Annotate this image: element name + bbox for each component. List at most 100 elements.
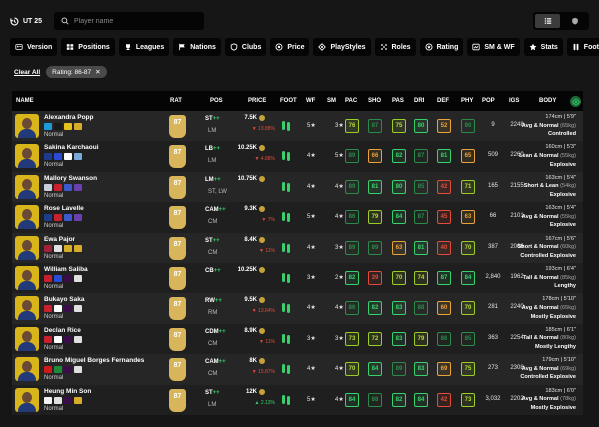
list-view-button[interactable] — [535, 14, 560, 28]
position-label: LB — [205, 146, 213, 153]
col-weak-foot[interactable]: WF — [306, 98, 316, 104]
col-rating[interactable]: RAT — [170, 98, 182, 104]
filter-playstyles[interactable]: PlayStyles — [313, 38, 371, 56]
position-label: LM — [205, 176, 214, 183]
coin-icon — [259, 206, 265, 213]
col-passing[interactable]: PAS — [392, 98, 404, 104]
rating-filter-pill[interactable]: Rating: 86-87 ✕ — [46, 66, 107, 78]
player-search[interactable] — [54, 12, 204, 30]
in-game-stats: 1962 — [510, 273, 524, 280]
col-skill-moves[interactable]: SM — [327, 98, 336, 104]
visibility-toggle[interactable] — [570, 96, 581, 107]
filter-stats[interactable]: Stats — [523, 38, 563, 56]
filter-version[interactable]: Version — [10, 38, 58, 56]
filter-nations[interactable]: Nations — [173, 38, 221, 56]
col-body[interactable]: BODY — [539, 98, 557, 104]
filter-sm-wf[interactable]: SM & WF — [467, 38, 520, 56]
col-price[interactable]: PRICE — [248, 98, 267, 104]
stat-sho: 88 — [368, 392, 382, 407]
club-badge-icon — [74, 335, 82, 343]
col-name[interactable]: NAME — [16, 98, 34, 104]
player-name[interactable]: Sakina Karchaoui — [44, 144, 99, 152]
height: 167cm | 5'6" — [545, 235, 576, 242]
player-search-input[interactable] — [74, 17, 194, 25]
filter-positions[interactable]: Positions — [61, 38, 115, 56]
table-row[interactable]: Heung Min Son Normal 87 ST++ LM 12K ▲ 2.13% 5★ 4… — [12, 384, 583, 415]
remove-filter-icon[interactable]: ✕ — [95, 69, 101, 76]
rating-card: 87 — [169, 266, 186, 290]
col-position[interactable]: POS — [210, 98, 223, 104]
position-label: ST — [205, 237, 213, 244]
club-badge-icon — [74, 153, 82, 161]
table-row[interactable]: Alexandra Popp Normal 87 ST++ LM 7.5K ▼ 13.88%… — [12, 111, 583, 142]
table-row[interactable]: Declan Rice Normal 87 CDM++ CM 8.9K ▼ 11% 3★ 3★ 7… — [12, 323, 583, 355]
filter-foot[interactable]: Foot — [566, 38, 599, 56]
player-name[interactable]: Ewa Pajor — [44, 235, 76, 243]
table-row[interactable]: Bruno Miguel Borges Fernandes Normal 87 CAM… — [12, 354, 583, 385]
player-avatar — [15, 265, 39, 290]
foot-icon — [282, 242, 291, 253]
popularity: 66 — [489, 213, 497, 220]
roles-icon — [380, 44, 387, 50]
filter-clubs[interactable]: Clubs — [224, 38, 267, 56]
filter-leagues[interactable]: Leagues — [118, 38, 170, 56]
col-popularity[interactable]: POP — [482, 98, 495, 104]
stat-phy: 71 — [461, 179, 475, 194]
col-igs[interactable]: IGS — [509, 98, 520, 104]
filter-roles[interactable]: Roles — [374, 38, 416, 56]
filter-bar: Version Positions Leagues Nations Clubs … — [10, 38, 599, 56]
table-row[interactable]: Ewa Pajor Normal 87 ST++ CM 8.4K ▼ 11% 4★ 3★ 89 89… — [12, 232, 583, 263]
player-name[interactable]: Bukayo Saka — [44, 296, 85, 304]
col-dribbling[interactable]: DRI — [414, 98, 425, 104]
club-badge-icon — [64, 366, 72, 374]
price: 10.25K — [238, 145, 265, 152]
filter-rating[interactable]: Rating — [419, 38, 464, 56]
player-name[interactable]: Rose Lavelle — [44, 205, 84, 213]
rating-value: 87 — [173, 362, 182, 370]
col-pace[interactable]: PAC — [345, 98, 358, 104]
body-info: 167cm | 5'6" Short & Normal (60kg) Control… — [518, 235, 576, 261]
stat-def: 81 — [437, 149, 451, 164]
position-plus: ++ — [212, 389, 220, 396]
nation-flag-icon — [54, 183, 62, 191]
weak-foot: 4★ — [307, 153, 316, 160]
col-foot[interactable]: FOOT — [280, 98, 297, 104]
top-bar: UT 25 — [10, 11, 589, 31]
position-label: RW — [205, 298, 215, 305]
player-name[interactable]: Bruno Miguel Borges Fernandes — [44, 357, 145, 365]
col-defending[interactable]: DEF — [437, 98, 449, 104]
table-row[interactable]: Bukayo Saka Normal 87 RW++ RM 9.5K ▼ 13.64% 4★ 4… — [12, 293, 583, 324]
table-row[interactable]: Rose Lavelle Normal 87 CAM++ CM 9.3K ▼ 7% 5★ 4★ 8… — [12, 202, 583, 233]
player-name[interactable]: Mallory Swanson — [44, 174, 98, 182]
table-row[interactable]: Sakina Karchaoui Normal 87 LB++ LM 10.25K ▼ 4.… — [12, 141, 583, 172]
price-value: 10.25K — [237, 266, 257, 273]
player-name[interactable]: William Saliba — [44, 265, 88, 273]
rating-value: 87 — [173, 119, 182, 126]
col-shooting[interactable]: SHO — [368, 98, 382, 104]
game-version-button[interactable]: UT 25 — [10, 13, 42, 29]
table-row[interactable]: Mallory Swanson Normal 87 LM++ ST, LW 10.75K 4… — [12, 171, 583, 203]
rating-card: 87 — [169, 358, 186, 382]
col-physical[interactable]: PHY — [461, 98, 474, 104]
clear-all-link[interactable]: Clear All — [14, 68, 41, 76]
player-avatar — [15, 144, 39, 169]
filter-price[interactable]: Price — [270, 38, 310, 56]
popularity: 165 — [487, 182, 498, 189]
position-plus: ++ — [213, 176, 221, 183]
table-row[interactable]: William Saliba Normal 87 CB++ 10.25K 3★ 2★ 82 39… — [12, 262, 583, 294]
alt-positions: CM — [208, 249, 218, 256]
nation-flag-icon — [54, 244, 62, 252]
skill-moves: 5★ — [335, 153, 344, 160]
stat-sho: 84 — [368, 362, 382, 377]
player-name[interactable]: Alexandra Popp — [44, 114, 94, 121]
player-name[interactable]: Declan Rice — [44, 326, 81, 334]
price: 9.3K — [244, 206, 265, 213]
accelerate-type: Explosive — [549, 161, 576, 168]
player-name[interactable]: Heung Min Son — [44, 387, 92, 395]
eye-icon — [571, 98, 580, 105]
position-plus: ++ — [213, 267, 221, 274]
nation-flag-icon — [54, 123, 62, 130]
rating-value: 87 — [173, 149, 182, 157]
height: 179cm | 5'10" — [542, 357, 576, 364]
card-view-button[interactable] — [562, 14, 587, 28]
